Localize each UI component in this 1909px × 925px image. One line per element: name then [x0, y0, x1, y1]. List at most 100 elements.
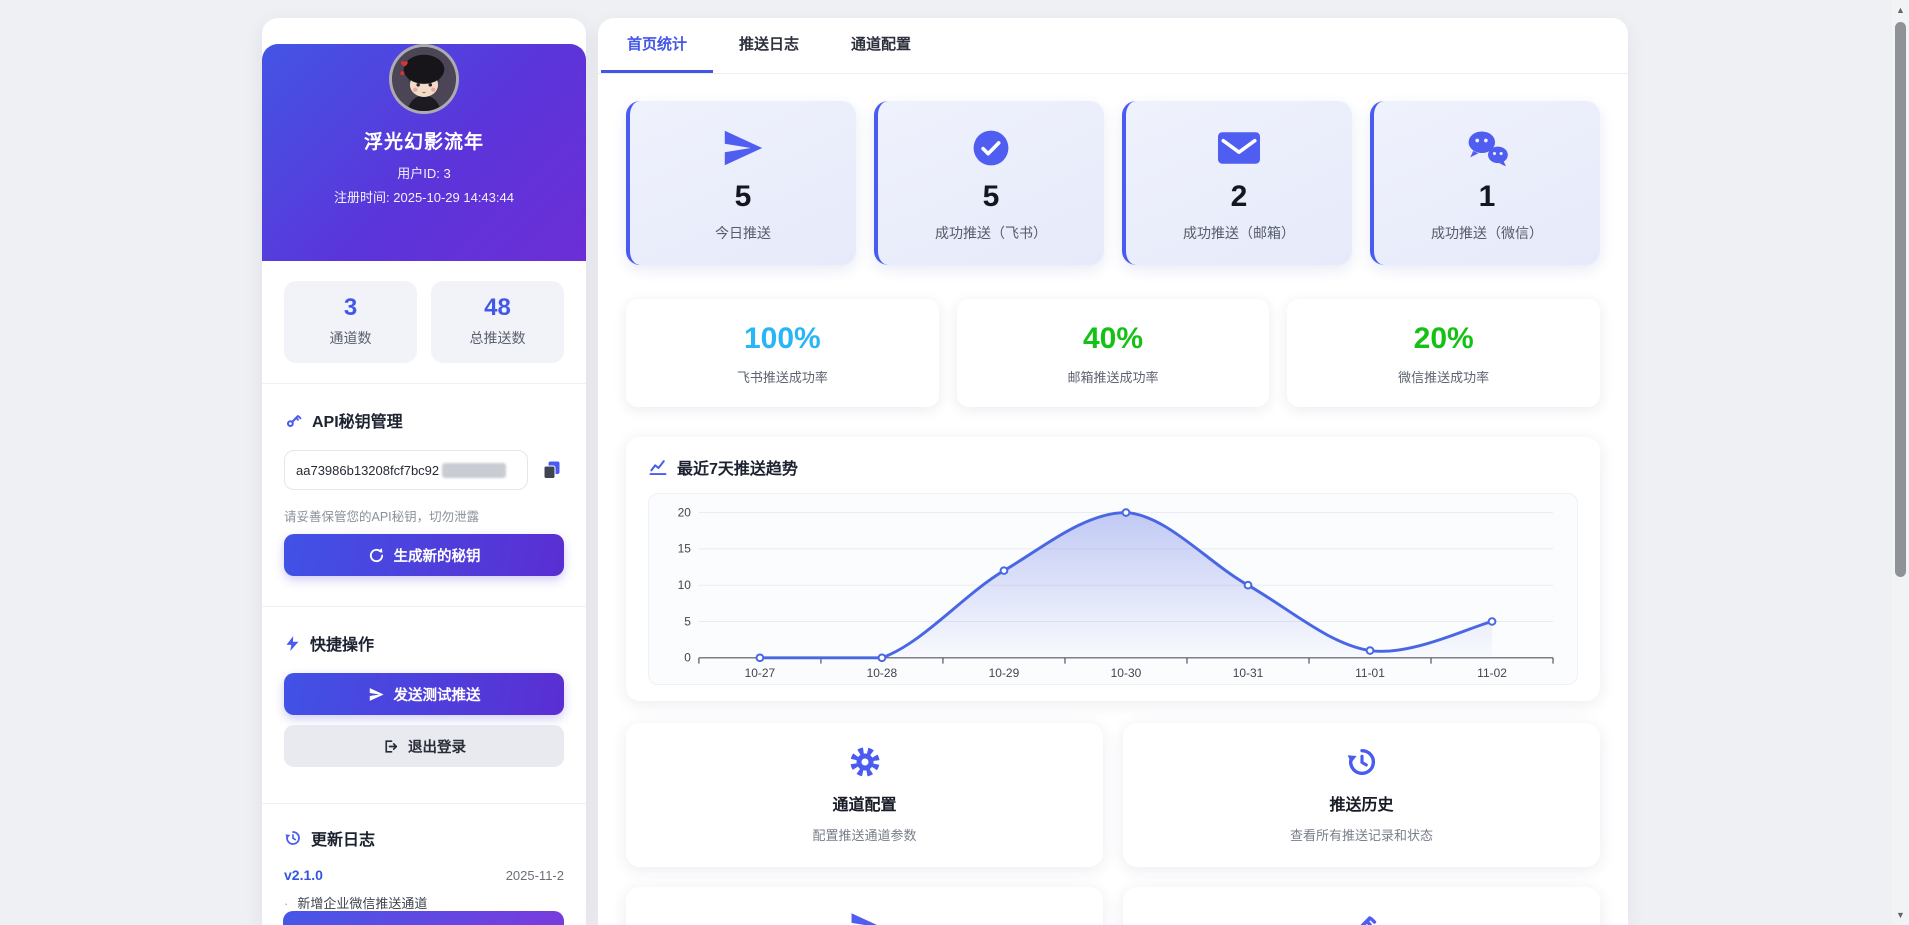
svg-text:11-01: 11-01 — [1355, 667, 1385, 680]
logout-icon — [385, 739, 398, 753]
svg-text:15: 15 — [678, 543, 692, 556]
quick-links-grid: 通道配置 配置推送通道参数 推送历史 查看所有推送记录和状态 — [626, 723, 1600, 925]
svg-text:0: 0 — [684, 652, 691, 665]
quick-link-api-key[interactable] — [1123, 887, 1600, 925]
rate-value: 20% — [1413, 322, 1474, 355]
stat-card-feishu: 5 成功推送（飞书） — [874, 101, 1104, 265]
rate-value: 40% — [1082, 322, 1144, 355]
main-content: 5 今日推送 5 成功推送（飞书） — [598, 74, 1628, 925]
avatar — [389, 44, 459, 114]
svg-text:11-02: 11-02 — [1477, 667, 1507, 680]
stat-card-value: 5 — [982, 179, 1000, 213]
svg-text:10: 10 — [678, 579, 692, 592]
quick-link-title: 推送历史 — [1329, 797, 1394, 814]
rate-label: 飞书推送成功率 — [736, 370, 828, 385]
api-key-warning: 请妥善保管您的API秘钥，切勿泄露 — [284, 510, 480, 524]
svg-text:10-31: 10-31 — [1233, 667, 1264, 680]
stat-card-value: 5 — [734, 179, 752, 213]
stat-card-label: 今日推送 — [715, 224, 771, 241]
stat-channels-value: 3 — [343, 294, 358, 321]
stat-card-label: 成功推送（邮箱） — [1183, 224, 1295, 241]
envelope-icon — [1218, 131, 1260, 164]
trend-chart-title: 最近7天推送趋势 — [648, 455, 1578, 479]
api-key-value: aa73986b13208fcf7bc92 — [296, 462, 440, 478]
changelog-title: 更新日志 — [284, 826, 564, 850]
scrollbar-up-arrow-icon[interactable]: ▲ — [1896, 5, 1905, 15]
api-key-section: API秘钥管理 aa73986b13208fcf7bc92 请妥善保管您的API… — [262, 383, 586, 606]
rate-label: 邮箱推送成功率 — [1067, 370, 1159, 385]
tab-push-logs[interactable]: 推送日志 — [739, 36, 800, 53]
key-icon — [1358, 916, 1376, 925]
avatar-illustration — [392, 47, 456, 111]
send-test-push-button[interactable]: 发送测试推送 — [284, 673, 564, 715]
stat-card-today: 5 今日推送 — [626, 101, 856, 265]
stat-cards-row: 5 今日推送 5 成功推送（飞书） — [626, 101, 1600, 265]
history-icon — [285, 831, 300, 845]
gear-icon — [849, 747, 880, 777]
sidebar: 浮光幻影流年 用户ID: 3 注册时间: 2025-10-29 14:43:44… — [262, 18, 586, 925]
rate-value: 100% — [743, 322, 821, 355]
trend-chart-card: 最近7天推送趋势 0 5 10 15 20 10-27 10-28 10-29 10-30 10-… — [626, 437, 1600, 701]
rate-cards-row: 100% 飞书推送成功率 40% 邮箱推送成功率 20% 微信推送成功率 — [626, 299, 1601, 407]
stat-card-value: 2 — [1230, 179, 1248, 213]
paper-plane-icon — [724, 130, 763, 165]
browser-scrollbar[interactable]: ▲ ▼ — [1892, 0, 1909, 925]
stat-total-pushes: 48 总推送数 — [431, 281, 564, 363]
changelog-item: · 新增企业微信推送通道 — [284, 896, 428, 911]
user-id: 用户ID: 3 — [397, 166, 451, 181]
scrollbar-thumb[interactable] — [1895, 22, 1906, 577]
stat-card-label: 成功推送（微信） — [1431, 224, 1543, 241]
svg-text:10-29: 10-29 — [989, 667, 1020, 680]
profile-header: 浮光幻影流年 用户ID: 3 注册时间: 2025-10-29 14:43:44 — [262, 44, 586, 261]
svg-text:10-27: 10-27 — [745, 667, 776, 680]
quick-link-desc: 配置推送通道参数 — [812, 828, 917, 843]
changelog-date: 2025-11-2 — [505, 868, 564, 883]
svg-text:10-30: 10-30 — [1111, 667, 1142, 680]
trend-chart-panel: 0 5 10 15 20 10-27 10-28 10-29 10-30 10-31 11-01 11… — [648, 493, 1578, 685]
sidebar-bottom-card-peek — [283, 911, 564, 925]
svg-text:10-28: 10-28 — [867, 667, 898, 680]
tab-home-stats[interactable]: 首页统计 — [601, 18, 714, 73]
quick-link-desc: 查看所有推送记录和状态 — [1289, 828, 1433, 843]
generate-key-button[interactable]: 生成新的秘钥 — [284, 534, 564, 576]
stat-card-value: 1 — [1478, 179, 1496, 213]
rate-card-feishu: 100% 飞书推送成功率 — [626, 299, 939, 407]
changelog-section: 更新日志 v2.1.0 2025-11-2 ·新增企业微信推送通道 ·优化推送成… — [262, 803, 586, 925]
changelog-version: v2.1.0 — [284, 867, 323, 883]
rate-label: 微信推送成功率 — [1398, 370, 1490, 385]
stat-total-pushes-value: 48 — [484, 294, 511, 321]
stat-card-wechat: 1 成功推送（微信） — [1370, 101, 1600, 265]
paper-plane-icon — [369, 687, 384, 701]
stat-channels: 3 通道数 — [284, 281, 417, 363]
quick-actions-title: 快捷操作 — [284, 631, 564, 655]
paper-plane-icon — [851, 913, 877, 925]
quick-link-title: 通道配置 — [832, 797, 897, 814]
scrollbar-down-arrow-icon[interactable]: ▼ — [1896, 910, 1905, 920]
stat-card-email: 2 成功推送（邮箱） — [1122, 101, 1352, 265]
wechat-icon — [1468, 130, 1508, 166]
stat-card-label: 成功推送（飞书） — [935, 224, 1047, 241]
api-key-input[interactable]: aa73986b13208fcf7bc92 — [284, 450, 528, 490]
username: 浮光幻影流年 — [363, 132, 484, 153]
history-icon — [1347, 748, 1375, 776]
quick-link-channel-config[interactable]: 通道配置 配置推送通道参数 — [626, 723, 1103, 867]
stat-channels-label: 通道数 — [329, 330, 372, 346]
tab-channel-config[interactable]: 通道配置 — [851, 36, 912, 53]
register-time: 注册时间: 2025-10-29 14:43:44 — [334, 190, 514, 205]
logout-button[interactable]: 退出登录 — [284, 725, 564, 767]
svg-text:5: 5 — [684, 616, 691, 629]
check-circle-icon — [973, 130, 1009, 165]
stat-total-pushes-label: 总推送数 — [469, 330, 526, 346]
trend-line-chart: 0 5 10 15 20 10-27 10-28 10-29 10-30 10-31 11-01 11… — [678, 507, 1554, 680]
quick-link-push-history[interactable]: 推送历史 查看所有推送记录和状态 — [1123, 723, 1600, 867]
svg-text:20: 20 — [678, 507, 692, 520]
rate-card-wechat: 20% 微信推送成功率 — [1287, 299, 1601, 407]
lightning-icon — [286, 635, 299, 651]
main-panel: 首页统计 推送日志 通道配置 5 今日推送 — [598, 18, 1628, 925]
key-icon — [286, 414, 302, 427]
quick-link-test-push[interactable] — [626, 887, 1103, 925]
api-key-section-title: API秘钥管理 — [284, 408, 564, 432]
refresh-icon — [369, 547, 383, 562]
copy-icon[interactable] — [540, 458, 564, 482]
tabbar: 首页统计 推送日志 通道配置 — [598, 18, 1628, 74]
